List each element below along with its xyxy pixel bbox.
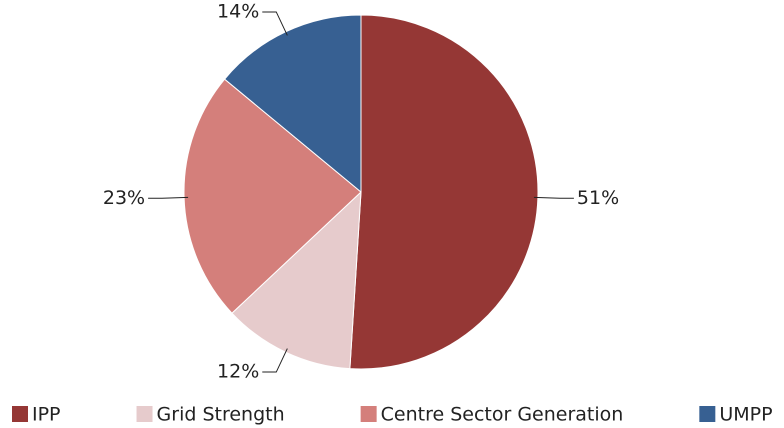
- legend-swatch: [136, 406, 153, 422]
- legend-label: IPP: [32, 404, 61, 426]
- legend-swatch: [699, 406, 716, 422]
- data-label: 23%: [103, 187, 145, 209]
- legend-swatch: [360, 406, 377, 422]
- leader-line: [262, 348, 288, 373]
- legend-swatch: [12, 406, 28, 422]
- leader-line: [148, 196, 189, 199]
- data-label: 12%: [217, 361, 259, 383]
- leader-line: [262, 11, 288, 36]
- legend-label: Grid Strength: [157, 404, 285, 426]
- data-label: 14%: [217, 0, 259, 22]
- legend-label: Centre Sector Generation: [381, 404, 624, 426]
- data-label: 51%: [577, 187, 619, 209]
- pie-slice: [349, 14, 539, 370]
- leader-line: [533, 196, 574, 199]
- legend-label: UMPP: [719, 404, 772, 426]
